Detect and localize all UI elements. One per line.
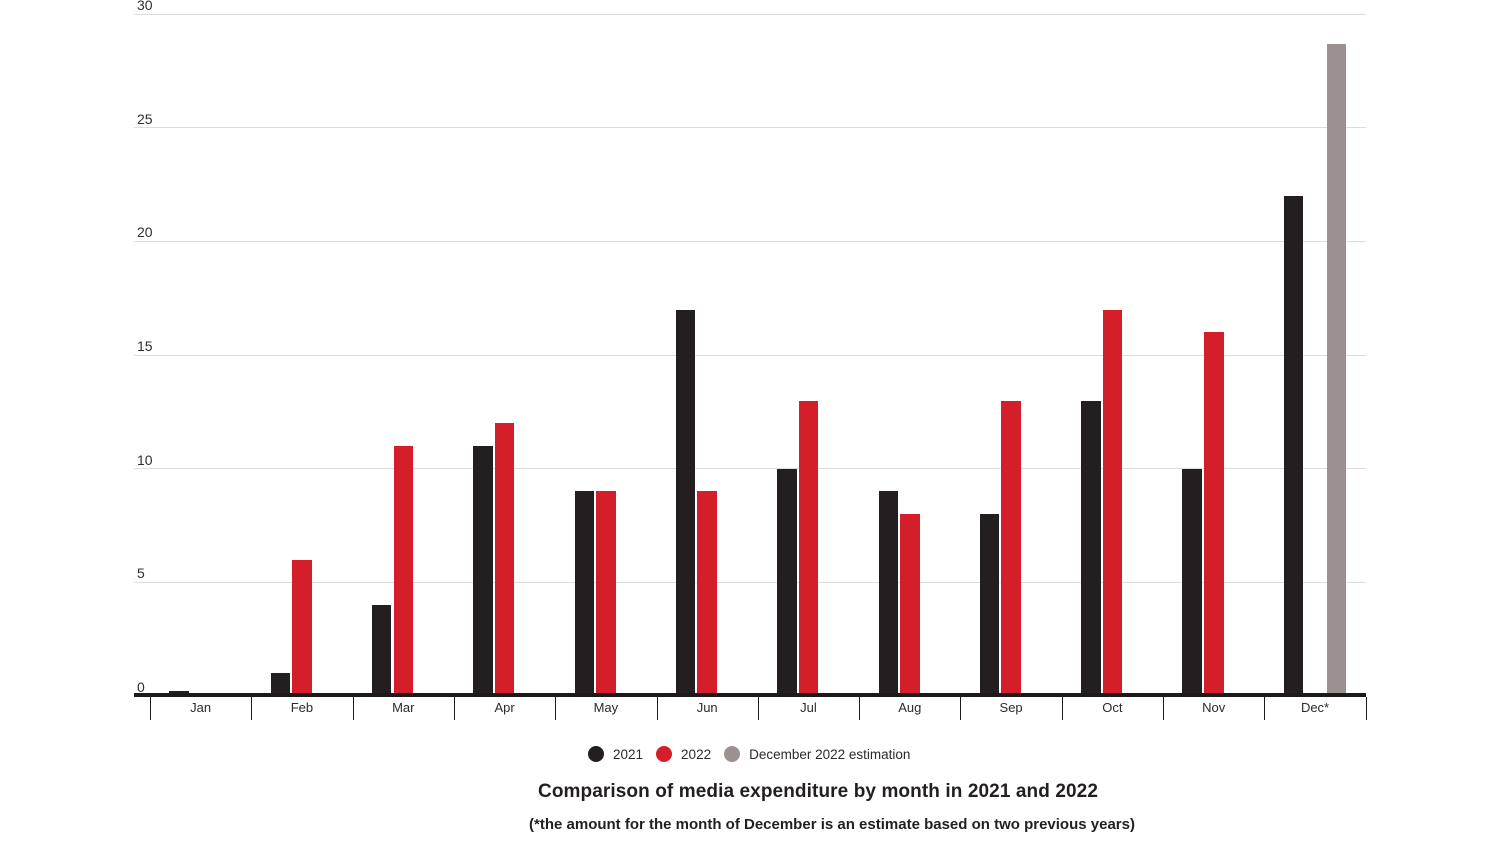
bar-2022-Jul: [798, 400, 819, 695]
x-axis-label-Jul: Jul: [800, 700, 817, 715]
bar-2022-May: [596, 491, 616, 695]
x-axis-label-Jan: Jan: [190, 700, 212, 715]
chart-title: Comparison of media expenditure by month…: [537, 781, 1099, 802]
y-axis-label-10: 10: [137, 451, 153, 468]
x-axis-label-Feb: Feb: [290, 700, 314, 715]
legend-swatch-estimation-icon: [724, 746, 741, 762]
bar-2021-Nov: [1182, 468, 1202, 695]
x-axis-tick: [555, 697, 557, 720]
x-axis-tick: [453, 697, 455, 720]
chart-legend: 2021 2022 December 2022 estimation: [588, 746, 910, 762]
legend-swatch-2022-icon: [656, 746, 673, 762]
bar-2022-Jun: [697, 491, 717, 695]
bar-2022-Sep: [1001, 400, 1021, 695]
bar-2022-Nov: [1204, 332, 1224, 695]
x-axis-tick: [960, 697, 962, 720]
chart-footnote: (*the amount for the month of December i…: [529, 816, 1135, 833]
y-axis-label-15: 15: [137, 338, 153, 355]
bar-2022-Aug: [900, 514, 920, 695]
y-axis-label-0: 0: [137, 679, 145, 695]
x-axis-tick: [352, 697, 354, 720]
bar-2022-Mar: [393, 445, 414, 695]
x-axis-tick: [656, 697, 658, 720]
y-axis-label-20: 20: [137, 224, 153, 241]
x-axis-label-Apr: Apr: [494, 700, 515, 715]
gridline-15: [134, 354, 1366, 356]
x-axis-tick: [859, 697, 861, 720]
y-axis-label-25: 25: [137, 110, 153, 127]
x-axis-tick: [1365, 697, 1367, 720]
gridline-25: [134, 127, 1366, 129]
x-axis-tick: [1061, 697, 1063, 720]
bar-december-2022-estimation-Dec: [1326, 43, 1347, 695]
gridline-30: [134, 13, 1366, 15]
legend-item-2021: 2021: [588, 746, 643, 762]
x-axis-label-Mar: Mar: [392, 700, 415, 715]
bar-2021-Sep: [979, 514, 1000, 695]
x-axis-label-Nov: Nov: [1202, 700, 1226, 715]
legend-item-2022: 2022: [656, 746, 711, 762]
x-axis-line: [134, 693, 1366, 697]
bar-2021-Dec: [1283, 195, 1304, 695]
bar-2022-Oct: [1102, 309, 1123, 695]
bar-2021-Oct: [1081, 400, 1101, 695]
bar-2021-Jul: [777, 468, 797, 695]
legend-item-estimation: December 2022 estimation: [724, 746, 910, 762]
x-axis-label-Oct: Oct: [1102, 700, 1123, 715]
x-axis-label-Jun: Jun: [696, 700, 718, 715]
x-axis-label-Aug: Aug: [898, 700, 922, 715]
bar-2021-Jun: [675, 309, 696, 695]
bar-2021-Mar: [371, 605, 392, 695]
bar-2021-Apr: [473, 445, 493, 695]
gridline-10: [134, 468, 1366, 470]
y-axis-label-5: 5: [137, 565, 145, 582]
gridline-20: [134, 240, 1366, 242]
x-axis-tick: [150, 697, 151, 720]
x-axis-label-May: May: [593, 700, 619, 715]
legend-label-2022: 2022: [681, 746, 712, 762]
legend-swatch-2021-icon: [588, 746, 604, 762]
x-axis-tick: [757, 697, 759, 720]
x-axis-tick: [251, 697, 253, 720]
legend-label-2021: 2021: [613, 746, 644, 762]
x-axis-tick: [1264, 697, 1266, 720]
legend-label-estimation: December 2022 estimation: [749, 746, 911, 762]
bar-2021-May: [574, 491, 595, 695]
bar-2021-Feb: [270, 673, 291, 695]
x-axis-label-Sep: Sep: [999, 700, 1023, 715]
bar-2021-Aug: [878, 491, 898, 695]
bar-2022-Apr: [494, 423, 515, 695]
x-axis-tick: [1163, 697, 1165, 720]
x-axis-label-Dec: Dec*: [1300, 700, 1330, 715]
gridline-5: [134, 581, 1366, 583]
y-axis-label-30: 30: [137, 0, 153, 14]
bar-2022-Feb: [292, 559, 312, 695]
